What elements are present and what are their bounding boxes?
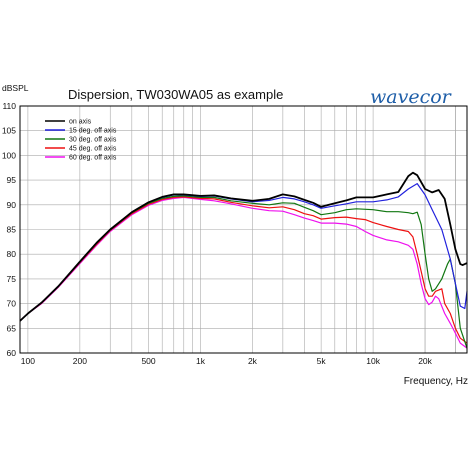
legend-label: 60 deg. off axis [69, 155, 117, 162]
y-tick-label: 70 [7, 299, 17, 309]
x-tick-label: 2k [248, 356, 258, 366]
x-tick-label: 100 [21, 356, 35, 366]
legend-label: 30 deg. off axis [69, 137, 117, 144]
y-axis-label: dBSPL [2, 83, 29, 93]
y-tick-label: 65 [7, 323, 17, 333]
x-tick-label: 10k [366, 356, 380, 366]
x-tick-label: 20k [418, 356, 432, 366]
legend-label: 15 deg. off axis [69, 128, 117, 135]
y-tick-label: 110 [2, 101, 16, 111]
legend-label: 45 deg. off axis [69, 146, 117, 153]
y-tick-label: 105 [2, 126, 16, 136]
series-layer [19, 171, 468, 349]
y-tick-label: 85 [7, 225, 17, 235]
y-tick-label: 95 [7, 175, 17, 185]
y-tick-label: 90 [7, 200, 17, 210]
y-tick-label: 75 [7, 274, 17, 284]
y-tick-label: 60 [7, 348, 17, 358]
legend: on axis 15 deg. off axis 30 deg. off axis 4… [45, 119, 117, 162]
plot-frame [19, 105, 468, 354]
series-line [19, 196, 468, 344]
wavecor-logo: wavecor [370, 86, 453, 108]
x-tick-label: 1k [196, 356, 206, 366]
axis-ticks: 60 65 70 75 80 85 90 95 100 105 110 100 200 500 1k 2k 5k… [2, 101, 433, 366]
legend-label: on axis [69, 119, 92, 126]
x-tick-label: 500 [141, 356, 155, 366]
x-tick-label: 200 [73, 356, 87, 366]
y-tick-label: 100 [2, 150, 16, 160]
y-tick-label: 80 [7, 249, 17, 259]
x-axis-label: Frequency, Hz [404, 376, 468, 387]
chart-title: Dispersion, TW030WA05 as example [68, 87, 283, 102]
x-tick-label: 5k [317, 356, 327, 366]
series-line [19, 171, 468, 322]
series-line [19, 195, 468, 349]
series-line [19, 196, 468, 349]
